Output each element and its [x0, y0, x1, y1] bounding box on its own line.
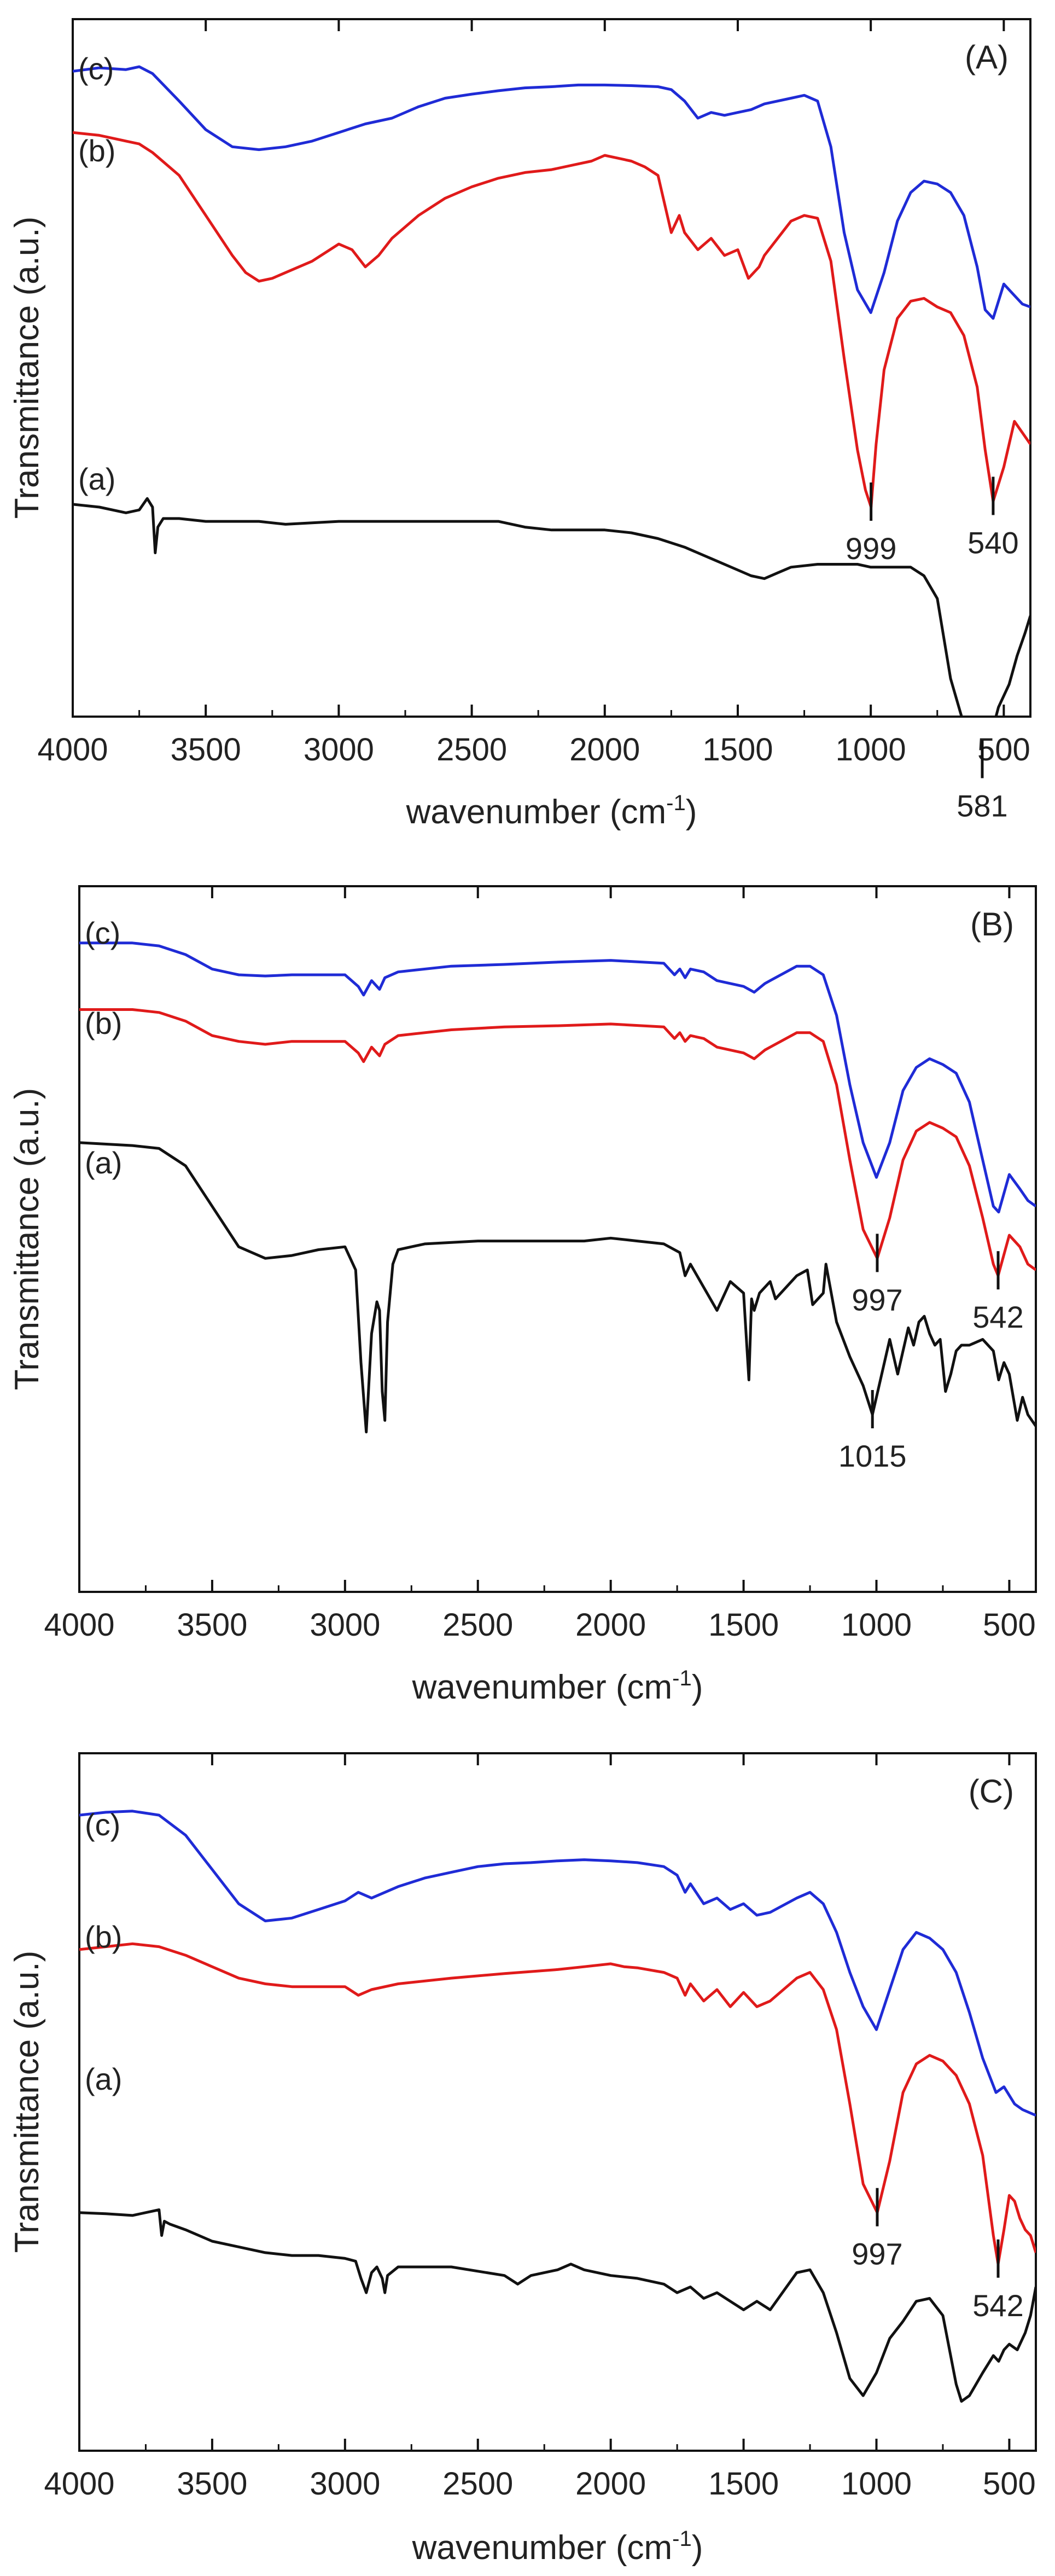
x-axis-title-close: )	[692, 2529, 703, 2567]
panel-label: (A)	[965, 39, 1009, 75]
series-line-b	[73, 131, 1030, 509]
x-tick-label: 3500	[171, 732, 241, 767]
x-tick-label: 3000	[304, 732, 374, 767]
x-tick-label: 1000	[836, 732, 906, 767]
chart-panel-1: 4000 3500 3000 2500 2000 1500 1000 500 wavenumbe…	[8, 18, 1031, 831]
series-label-a: (a)	[85, 1145, 122, 1180]
series-line-c	[79, 941, 1036, 1214]
x-tick-label: 1000	[841, 1607, 912, 1643]
series-line-c	[73, 65, 1030, 320]
x-tick-label: 2500	[442, 1607, 513, 1643]
x-axis-title-superscript: -1	[672, 2527, 692, 2551]
series-label-c: (c)	[85, 916, 120, 950]
x-tick-label: 4000	[44, 1607, 114, 1643]
peak-label-997: 997	[852, 2237, 902, 2271]
peak-label-581: 581	[957, 788, 1007, 823]
series-line-b	[79, 1008, 1036, 1277]
y-axis-title: Transmittance (a.u.)	[8, 1951, 46, 2253]
x-axis-title: wavenumber (cm-1)	[412, 1666, 703, 1706]
series-line-a	[79, 2208, 1036, 2403]
peak-label-1015: 1015	[838, 1439, 907, 1473]
x-tick-label: 3000	[310, 1607, 380, 1643]
series-label-b: (b)	[78, 133, 115, 168]
plot-frame	[72, 18, 1031, 718]
plot-frame	[78, 1752, 1037, 2452]
series-label-a: (a)	[85, 2062, 122, 2096]
series-label-c: (c)	[78, 51, 114, 86]
x-tick-label: 500	[983, 1607, 1036, 1643]
x-tick-label: 2000	[569, 732, 640, 767]
x-tick-label: 1500	[708, 1607, 779, 1643]
x-tick-label: 3500	[177, 1607, 247, 1643]
x-axis-title-superscript: -1	[666, 791, 686, 815]
x-tick-label: 4000	[44, 2466, 114, 2502]
series-line-a	[73, 497, 1030, 717]
panel-label: (C)	[969, 1773, 1014, 1810]
series-label-b: (b)	[85, 1920, 122, 1954]
x-axis-title-superscript: -1	[672, 1666, 692, 1690]
chart-panel-3: 4000 3500 3000 2500 2000 1500 1000 500 wavenumbe…	[8, 1752, 1037, 2567]
y-axis-title: Transmittance (a.u.)	[8, 1088, 46, 1390]
x-tick-label: 2000	[575, 1607, 646, 1643]
series-line-c	[79, 1810, 1036, 2117]
series-line-b	[79, 1942, 1036, 2266]
peak-label-542: 542	[972, 1300, 1023, 1334]
x-tick-label: 1500	[702, 732, 773, 767]
peak-label-999: 999	[846, 531, 896, 566]
x-axis-title-close: )	[686, 793, 697, 831]
peak-label-540: 540	[967, 526, 1018, 560]
y-axis-title: Transmittance (a.u.)	[8, 217, 46, 519]
x-tick-label: 2000	[575, 2466, 646, 2502]
x-tick-label: 3500	[177, 2466, 247, 2502]
x-tick-label: 1500	[708, 2466, 779, 2502]
panel-label: (B)	[970, 906, 1014, 943]
chart-panel-2: 4000 3500 3000 2500 2000 1500 1000 500 wavenumbe…	[8, 885, 1037, 1706]
x-tick-label: 4000	[37, 732, 108, 767]
series-label-a: (a)	[78, 462, 115, 496]
series-label-c: (c)	[85, 1807, 120, 1842]
peak-label-997: 997	[852, 1282, 902, 1317]
x-tick-label: 500	[977, 732, 1030, 767]
x-tick-label: 500	[983, 2466, 1036, 2502]
x-axis-title: wavenumber (cm-1)	[406, 791, 697, 831]
x-tick-label: 3000	[310, 2466, 380, 2502]
x-axis-title: wavenumber (cm-1)	[412, 2527, 703, 2567]
series-line-a	[79, 1141, 1036, 1434]
x-tick-label: 2500	[436, 732, 507, 767]
plot-frame	[78, 885, 1037, 1593]
series-label-b: (b)	[85, 1006, 122, 1040]
x-tick-label: 1000	[841, 2466, 912, 2502]
x-axis-title-close: )	[692, 1668, 703, 1706]
peak-label-542: 542	[972, 2288, 1023, 2323]
x-tick-label: 2500	[442, 2466, 513, 2502]
